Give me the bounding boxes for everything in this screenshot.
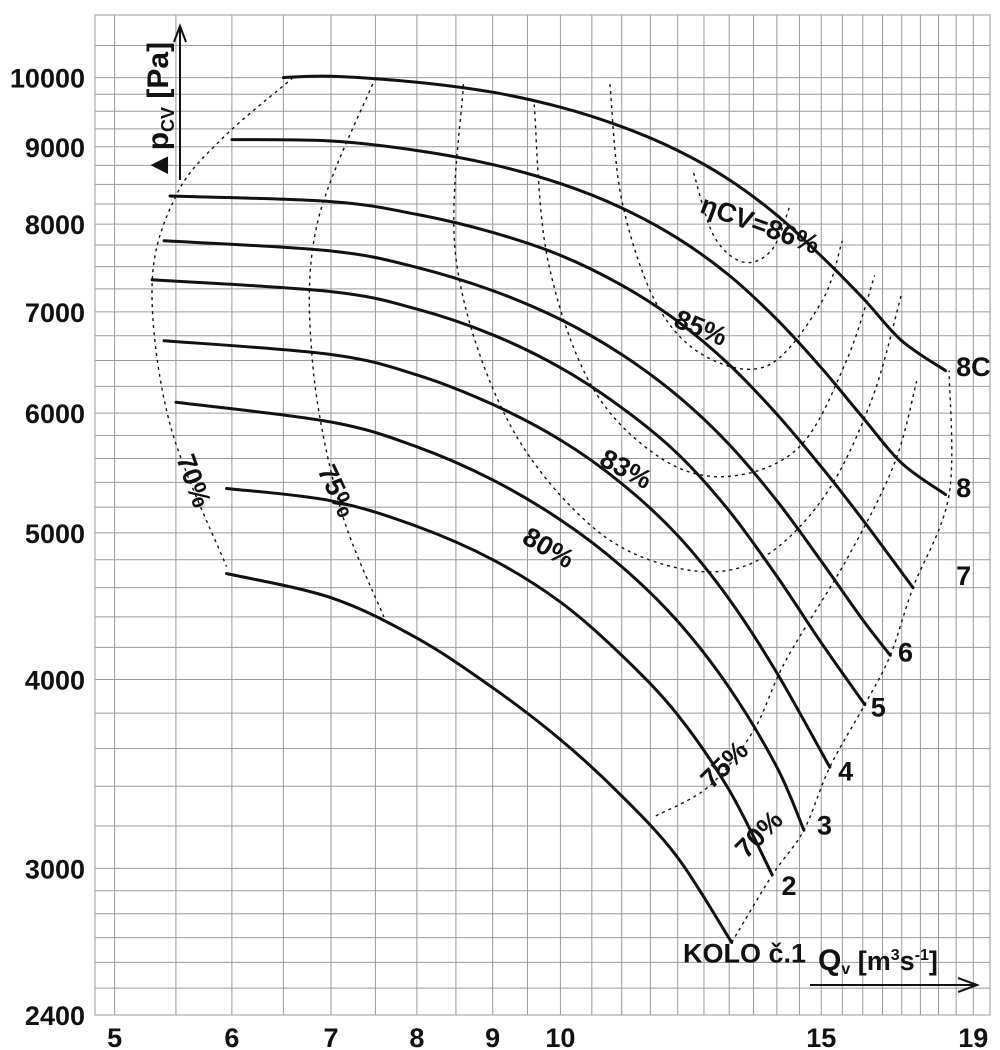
pressure-curve	[168, 194, 915, 590]
y-tick-label: 10000	[10, 64, 85, 94]
y-tick-label: 5000	[25, 519, 85, 549]
pressure-curve	[230, 138, 948, 497]
x-tick-label: 9	[485, 1023, 500, 1050]
efficiency-contour	[655, 380, 918, 817]
x-axis-label: Qv [m3s-1]	[818, 944, 938, 978]
efficiency-contour	[533, 104, 876, 478]
y-tick-label: 4000	[25, 665, 85, 695]
plot-area	[94, 14, 991, 1016]
annotation-label: 8	[956, 473, 971, 503]
x-tick-label: 19	[958, 1023, 988, 1050]
annotation-label: 8C	[956, 352, 991, 382]
pressure-curve	[281, 74, 948, 373]
annotation-label: 3	[817, 810, 832, 840]
annotation-label: KOLO č.1	[683, 938, 806, 968]
pressure-curve	[162, 339, 832, 769]
grid	[94, 14, 991, 1016]
pressure-curve	[225, 487, 774, 877]
y-tick-label: 9000	[25, 133, 85, 163]
annotation-label: 4	[838, 756, 853, 786]
efficiency-contours	[151, 77, 953, 943]
y-tick-labels: 2400 3000 4000 5000 6000 7000 8000 9000 10000	[10, 64, 85, 1031]
annotation-label: 7	[956, 561, 971, 591]
efficiency-contour	[731, 370, 953, 943]
efficiency-contour	[151, 77, 294, 567]
efficiency-contour	[609, 84, 843, 370]
efficiency-contour	[453, 84, 903, 573]
x-tick-label: 15	[806, 1023, 836, 1050]
x-tick-labels: 5 6 7 8 9 10 15 19	[107, 1023, 988, 1050]
annotation-label: 2	[781, 871, 796, 901]
x-axis-arrow-icon	[957, 977, 980, 993]
annotation-label: 6	[898, 638, 913, 668]
pressure-curve	[225, 572, 734, 944]
pressure-curves	[150, 74, 948, 944]
y-axis-arrow-icon	[173, 23, 187, 43]
y-tick-label: 3000	[25, 854, 85, 884]
x-tick-label: 5	[107, 1023, 122, 1050]
pressure-curve	[162, 239, 892, 657]
y-tick-label: 8000	[25, 210, 85, 240]
x-tick-label: 6	[224, 1023, 239, 1050]
y-tick-label: 6000	[25, 399, 85, 429]
y-tick-label: 2400	[25, 1001, 85, 1031]
x-tick-label: 10	[545, 1023, 575, 1050]
annotation-label: 5	[871, 693, 886, 723]
pressure-curve	[150, 278, 867, 707]
x-tick-label: 8	[409, 1023, 424, 1050]
x-tick-label: 7	[324, 1023, 339, 1050]
pressure-curve	[174, 400, 806, 832]
efficiency-contour	[308, 77, 385, 618]
y-tick-label: 7000	[25, 298, 85, 328]
efficiency-contour	[692, 172, 792, 264]
y-axis-label: ▲pCV [Pa]	[142, 42, 178, 180]
